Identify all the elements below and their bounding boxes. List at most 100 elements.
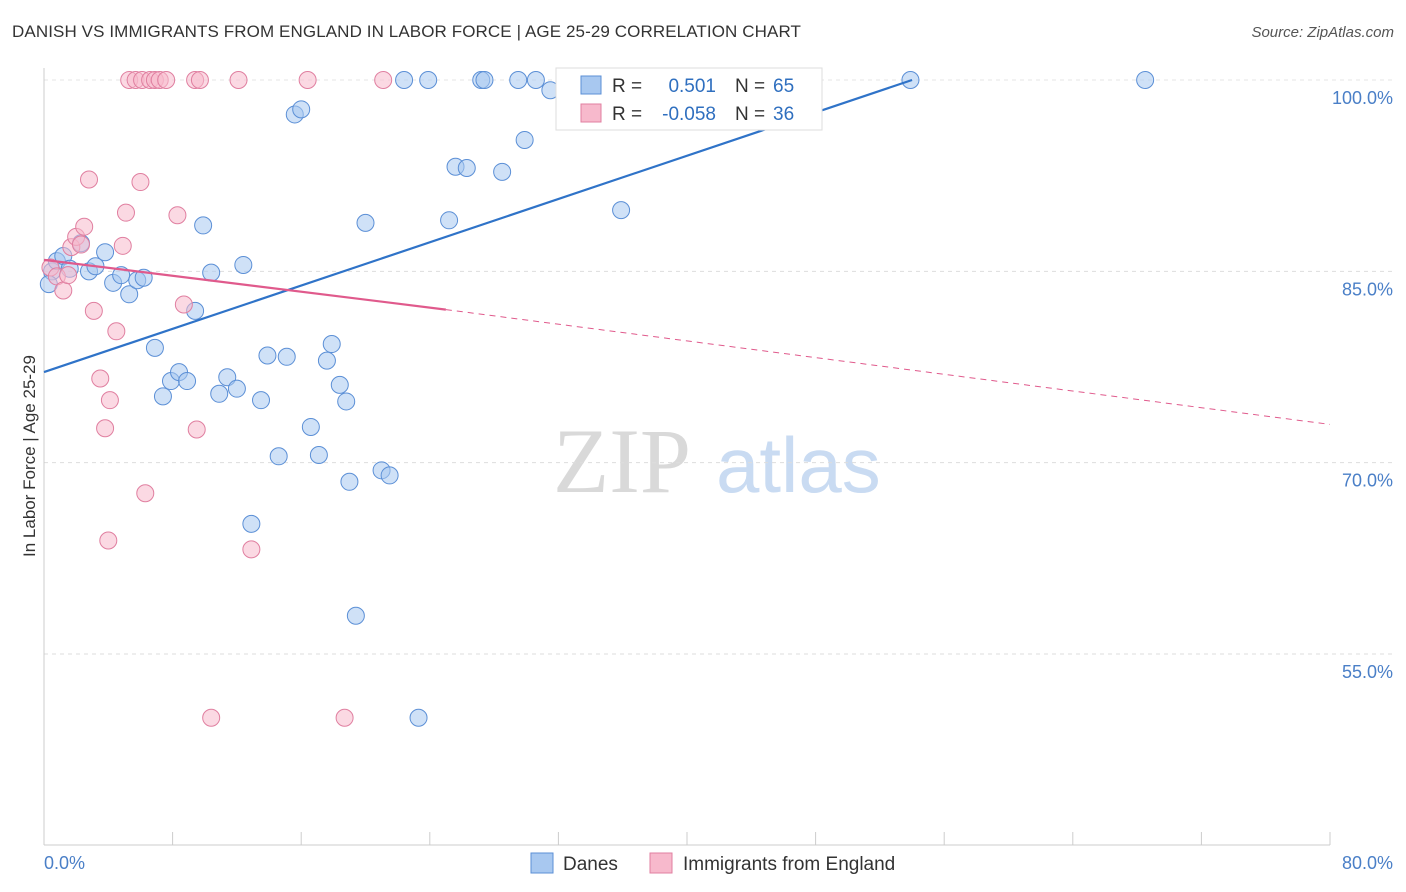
danes-point-57 bbox=[612, 201, 631, 220]
england-point-8 bbox=[80, 170, 99, 189]
danes-point-7 bbox=[96, 243, 115, 262]
england-point-12 bbox=[107, 322, 126, 341]
x-tick-label-min: 0.0% bbox=[44, 853, 85, 873]
danes-point-32 bbox=[301, 417, 320, 436]
england-point-3 bbox=[59, 266, 78, 285]
legend-swatch-danes bbox=[580, 75, 602, 95]
y-tick-label-85: 85.0% bbox=[1342, 279, 1393, 299]
y-axis-tick-labels: 55.0% 70.0% 85.0% 100.0% bbox=[1332, 88, 1393, 682]
trend-line-england bbox=[43, 258, 447, 311]
danes-point-21 bbox=[210, 384, 229, 403]
legend-n-label-2: N = bbox=[735, 104, 765, 125]
england-point-34 bbox=[374, 71, 393, 89]
danes-point-36 bbox=[330, 375, 349, 394]
england-point-24 bbox=[168, 206, 187, 225]
bottom-legend-swatch-england bbox=[649, 852, 673, 874]
danes-point-53 bbox=[515, 130, 534, 149]
danes-point-13 bbox=[145, 338, 164, 357]
danes-point-22 bbox=[218, 368, 237, 387]
england-point-2 bbox=[54, 281, 73, 300]
y-tick-label-55: 55.0% bbox=[1342, 662, 1393, 682]
danes-point-19 bbox=[194, 216, 213, 235]
chart-source: Source: ZipAtlas.com bbox=[1251, 24, 1394, 41]
danes-point-40 bbox=[356, 213, 375, 232]
danes-point-34 bbox=[317, 351, 336, 370]
bottom-legend-label-england: Immigrants from England bbox=[683, 854, 895, 875]
england-point-29 bbox=[202, 708, 221, 727]
series-legend: Danes Immigrants from England bbox=[530, 852, 895, 875]
england-point-27 bbox=[190, 71, 209, 89]
danes-point-33 bbox=[309, 446, 328, 465]
england-point-35 bbox=[96, 419, 115, 438]
england-point-9 bbox=[84, 301, 103, 320]
danes-point-52 bbox=[509, 71, 528, 89]
danes-point-10 bbox=[120, 285, 139, 304]
danes-point-17 bbox=[178, 372, 197, 391]
danes-point-31 bbox=[292, 100, 311, 119]
legend-r-value-danes: 0.501 bbox=[668, 76, 716, 97]
legend-n-value-danes: 65 bbox=[773, 76, 794, 97]
bottom-legend-swatch-danes bbox=[530, 852, 554, 874]
legend-swatch-england bbox=[580, 103, 602, 123]
series-danes-points bbox=[39, 71, 1155, 727]
danes-point-44 bbox=[409, 708, 428, 727]
danes-point-25 bbox=[242, 514, 261, 533]
england-point-23 bbox=[157, 71, 176, 89]
danes-point-43 bbox=[395, 71, 414, 89]
gridlines bbox=[44, 79, 1393, 655]
legend-r-label-2: R = bbox=[612, 104, 642, 125]
danes-point-27 bbox=[258, 346, 277, 365]
trend-lines bbox=[43, 78, 1331, 425]
england-point-10 bbox=[91, 369, 110, 388]
y-tick-label-100: 100.0% bbox=[1332, 88, 1393, 108]
danes-point-29 bbox=[277, 347, 296, 366]
danes-point-54 bbox=[526, 71, 545, 89]
x-tick-label-max: 80.0% bbox=[1342, 853, 1393, 873]
danes-point-63 bbox=[1136, 71, 1155, 89]
legend-r-value-england: -0.058 bbox=[662, 104, 716, 125]
y-axis-label: In Labor Force | Age 25-29 bbox=[20, 355, 39, 557]
stats-legend: R = 0.501 N = 65 R = -0.058 N = 36 bbox=[555, 67, 823, 131]
england-point-30 bbox=[229, 71, 248, 89]
danes-point-35 bbox=[322, 335, 341, 354]
england-point-33 bbox=[335, 708, 354, 727]
danes-point-24 bbox=[234, 255, 253, 274]
series-immigrants-england-points bbox=[41, 71, 393, 727]
watermark-atlas: atlas bbox=[716, 421, 881, 509]
danes-point-23 bbox=[227, 379, 246, 398]
y-tick-label-70: 70.0% bbox=[1342, 471, 1393, 491]
danes-point-45 bbox=[419, 71, 438, 89]
danes-point-26 bbox=[252, 391, 271, 410]
danes-point-46 bbox=[440, 211, 459, 230]
england-point-6 bbox=[71, 235, 90, 254]
chart-title: DANISH VS IMMIGRANTS FROM ENGLAND IN LAB… bbox=[12, 22, 801, 41]
england-point-32 bbox=[298, 71, 317, 89]
england-point-7 bbox=[75, 217, 94, 236]
danes-point-14 bbox=[153, 387, 172, 406]
england-point-31 bbox=[242, 540, 261, 559]
danes-point-51 bbox=[493, 162, 512, 181]
watermark-zip: ZIP bbox=[553, 410, 691, 512]
england-point-36 bbox=[99, 531, 118, 550]
danes-point-39 bbox=[346, 606, 365, 625]
danes-point-42 bbox=[380, 466, 399, 485]
england-point-16 bbox=[136, 484, 155, 503]
danes-point-20 bbox=[202, 263, 221, 282]
england-point-11 bbox=[100, 391, 119, 410]
bottom-legend-label-danes: Danes bbox=[563, 854, 618, 875]
england-point-15 bbox=[131, 173, 150, 192]
england-point-28 bbox=[187, 420, 206, 439]
trend-line-england-extension bbox=[445, 309, 1331, 425]
x-axis-ticks bbox=[43, 832, 1331, 845]
legend-n-label-1: N = bbox=[735, 76, 765, 97]
danes-point-48 bbox=[457, 159, 476, 178]
legend-r-label-1: R = bbox=[612, 76, 642, 97]
legend-n-value-england: 36 bbox=[773, 104, 794, 125]
danes-point-37 bbox=[337, 392, 356, 411]
danes-point-50 bbox=[475, 71, 494, 89]
england-point-13 bbox=[113, 236, 132, 255]
england-point-25 bbox=[174, 295, 193, 314]
danes-point-38 bbox=[340, 472, 359, 491]
england-point-14 bbox=[116, 203, 135, 222]
